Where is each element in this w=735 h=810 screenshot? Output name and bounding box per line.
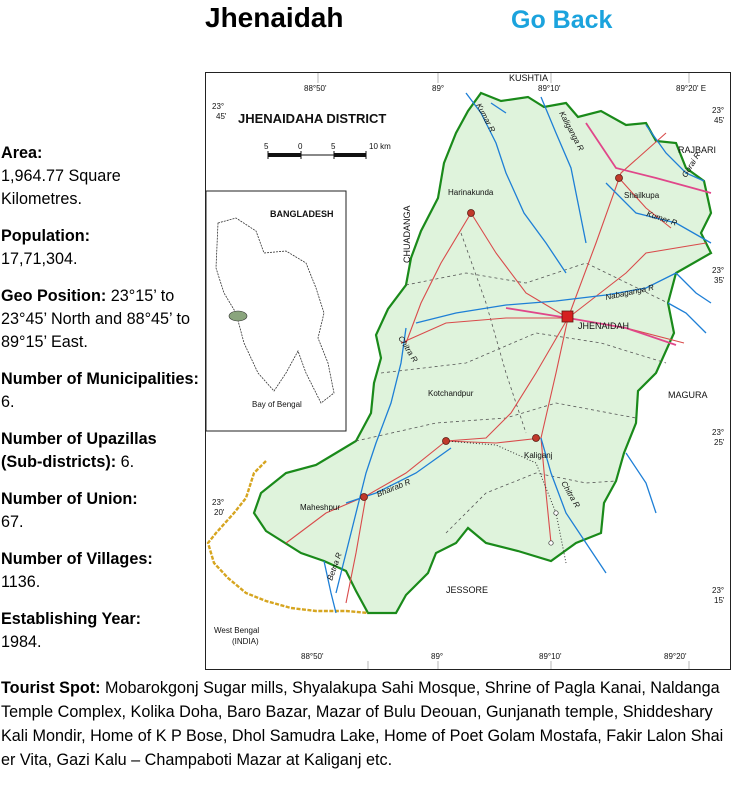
page-title: Jhenaidah (205, 2, 344, 33)
town-marker-shailkupa (615, 174, 623, 182)
fact-municipalities: Number of Municipalities: 6. (1, 368, 201, 414)
town-label-harinakunda: Harinakunda (448, 188, 494, 197)
town-marker-kaliganj (532, 434, 540, 442)
fact-population-label: Population: (1, 227, 91, 245)
lat-right-3-min: 25' (714, 438, 725, 447)
river-network (323, 92, 712, 614)
town-marker-harinakunda (467, 209, 475, 217)
railway (445, 440, 567, 564)
fact-year-value: 1984. (1, 633, 42, 651)
fact-area: Area: 1,964.77 Square Kilometres. (1, 142, 201, 211)
fact-upazillas-label: Number of Upazillas (Sub-districts): (1, 430, 157, 471)
lon-bottom-2: 89° (431, 652, 443, 661)
town-marker-kotchandpur (442, 437, 450, 445)
lat-right-4-min: 15' (714, 596, 725, 605)
fact-villages-value: 1136. (1, 573, 41, 591)
town-label-jhenaidah: JHENAIDAH (578, 321, 629, 331)
tourist-spots: Tourist Spot: Mobarokgonj Sugar mills, S… (1, 676, 733, 772)
lon-bottom-1: 88°50' (301, 652, 324, 661)
fact-year-label: Establishing Year: (1, 610, 142, 628)
international-border (206, 460, 369, 615)
fact-geo-position: Geo Position: 23°15’ to 23°45’ North and… (1, 285, 201, 354)
fact-population: Population: 17,71,304. (1, 225, 201, 271)
tourist-value: Mobarokgonj Sugar mills, Shyalakupa Sahi… (1, 679, 724, 769)
inset-map: BANGLADESH Bay of Bengal (206, 190, 347, 432)
town-label-shailkupa: Shailkupa (624, 191, 660, 200)
lon-top-1: 88°50' (304, 84, 327, 93)
fact-geo-label: Geo Position: (1, 287, 107, 305)
fact-population-value: 17,71,304. (1, 250, 78, 268)
fact-upazillas: Number of Upazillas (Sub-districts): 6. (1, 428, 201, 474)
scale-label-1: 5 (264, 142, 269, 151)
neighbor-magura: MAGURA (668, 390, 708, 400)
fact-area-label: Area: (1, 144, 43, 162)
neighbor-rajbari: RAJBARI (678, 145, 716, 155)
tourist-label: Tourist Spot: (1, 679, 101, 697)
neighbor-chuadanga: CHUADANGA (402, 205, 412, 263)
scale-label-3: 5 (331, 142, 336, 151)
lat-left-2-min: 20' (214, 508, 225, 517)
inset-label: BANGLADESH (270, 209, 334, 219)
lat-left-1-deg: 23° (212, 102, 224, 111)
neighbor-jessore: JESSORE (446, 585, 488, 595)
graticule (317, 73, 690, 669)
neighbor-india: (INDIA) (232, 637, 259, 646)
fact-villages-label: Number of Villages: (1, 550, 153, 568)
district-facts: Area: 1,964.77 Square Kilometres. Popula… (1, 142, 201, 668)
town-marker-jhenaidah (561, 310, 574, 323)
lat-left-1-min: 45' (216, 112, 227, 121)
map-svg: JHENAIDAHA DISTRICT 5 0 5 10 km BANGLADE… (206, 73, 725, 669)
fact-union: Number of Union: 67. (1, 488, 201, 534)
lat-right-1-min: 45' (714, 116, 725, 125)
lon-top-4: 89°20' E (676, 84, 706, 93)
scale-label-4: 10 km (369, 142, 391, 151)
lon-top-2: 89° (432, 84, 444, 93)
fact-upazillas-value: 6. (120, 453, 135, 471)
town-marker-maheshpur (360, 493, 368, 501)
lon-top-3: 89°10' (538, 84, 561, 93)
neighbor-west-bengal: West Bengal (214, 626, 259, 635)
rail-node-1 (553, 510, 559, 516)
lon-bottom-4: 89°20' (664, 652, 687, 661)
town-label-maheshpur: Maheshpur (300, 503, 340, 512)
fact-establishing-year: Establishing Year: 1984. (1, 608, 201, 654)
bangladesh-outline (215, 217, 335, 404)
scale-label-2: 0 (298, 142, 303, 151)
highway (505, 122, 712, 346)
map-scale-bar: 5 0 5 10 km (264, 142, 391, 159)
fact-union-label: Number of Union: (1, 490, 138, 508)
fact-municipalities-label: Number of Municipalities: (1, 370, 199, 388)
district-boundary (252, 91, 713, 615)
town-label-kaliganj: Kaliganj (524, 451, 553, 460)
go-back-link[interactable]: Go Back (511, 6, 613, 34)
lat-right-3-deg: 23° (712, 428, 724, 437)
map-title: JHENAIDAHA DISTRICT (238, 111, 386, 126)
fact-union-value: 67. (1, 513, 24, 531)
fact-geo-value: 23°15’ to 23°45’ North and 88°45’ to 89°… (1, 287, 191, 351)
jhenaidah-location (228, 310, 248, 322)
town-label-kotchandpur: Kotchandpur (428, 389, 474, 398)
rail-node-2 (548, 540, 554, 546)
lat-right-4-deg: 23° (712, 586, 724, 595)
fact-area-value: 1,964.77 Square Kilometres. (1, 167, 121, 208)
fact-villages: Number of Villages: 1136. (1, 548, 201, 594)
lat-right-2-min: 35' (714, 276, 725, 285)
fact-municipalities-value: 6. (1, 393, 15, 411)
inset-bay-label: Bay of Bengal (252, 400, 302, 409)
lat-right-2-deg: 23° (712, 266, 724, 275)
lon-bottom-3: 89°10' (539, 652, 562, 661)
lat-left-2-deg: 23° (212, 498, 224, 507)
district-map: JHENAIDAHA DISTRICT 5 0 5 10 km BANGLADE… (205, 72, 731, 670)
town-markers (360, 174, 623, 501)
lat-right-1-deg: 23° (712, 106, 724, 115)
neighbor-kushtia: KUSHTIA (509, 73, 548, 83)
